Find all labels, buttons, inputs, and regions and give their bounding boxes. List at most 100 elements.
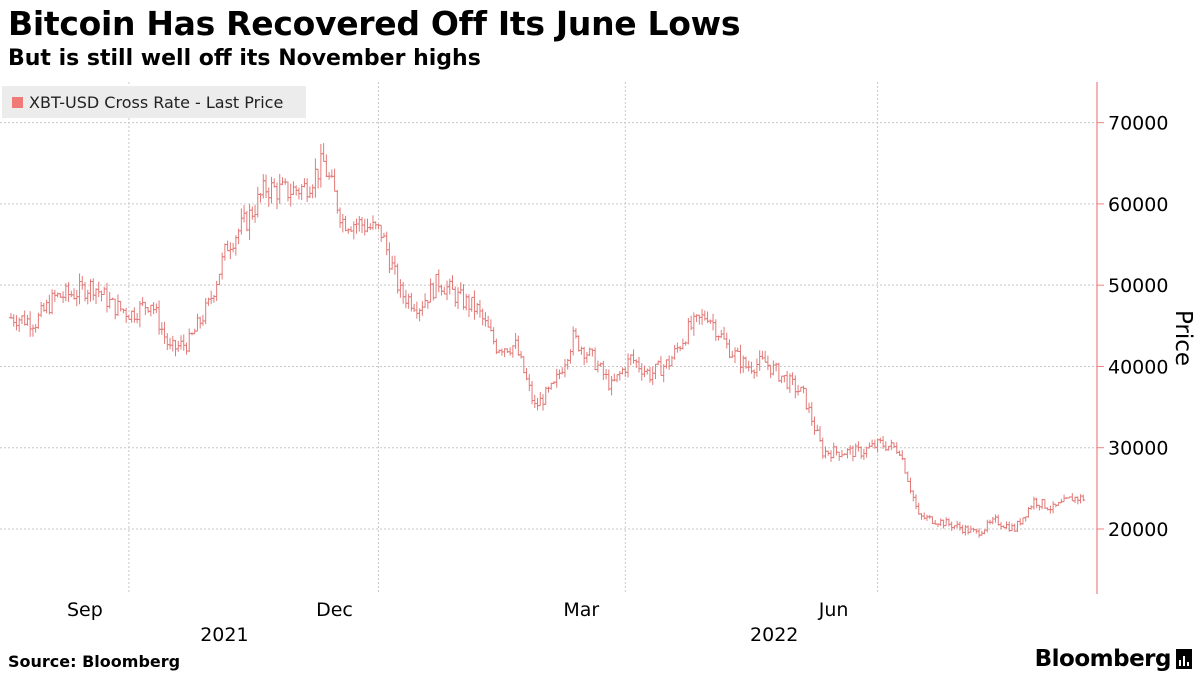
chart-subtitle: But is still well off its November highs	[8, 46, 481, 71]
ohlc-bar	[911, 490, 916, 502]
ohlc-bar	[222, 243, 227, 261]
ohlc-bar	[977, 528, 982, 538]
ohlc-bar	[1034, 497, 1039, 509]
ohlc-bar	[1018, 518, 1023, 526]
ohlc-bar	[39, 301, 44, 317]
ohlc-bar	[93, 288, 98, 304]
ohlc-bar	[266, 187, 271, 207]
y-tick-label: 70000	[1108, 113, 1168, 135]
ohlc-bar	[458, 282, 463, 295]
ohlc-bar	[88, 279, 93, 302]
ohlc-bar	[667, 355, 672, 370]
ohlc-bar	[176, 340, 181, 352]
ohlc-bar	[944, 517, 949, 527]
ohlc-bar	[946, 518, 951, 527]
y-tick-label: 50000	[1108, 275, 1168, 297]
ohlc-bar	[615, 374, 620, 383]
ohlc-bar	[343, 215, 348, 232]
ohlc-bar	[516, 335, 521, 356]
ohlc-bar	[924, 514, 929, 521]
ohlc-bar	[1081, 494, 1086, 502]
ohlc-bar	[669, 355, 674, 367]
ohlc-bar	[831, 442, 836, 459]
ohlc-bar	[497, 349, 502, 354]
ohlc-bar	[782, 375, 787, 383]
y-axis: 20000 30000 40000 50000 60000 70000 Price	[1096, 82, 1196, 594]
ohlc-bar	[812, 416, 817, 435]
ohlc-bar	[132, 307, 137, 323]
ohlc-bar	[823, 446, 828, 459]
ohlc-bar	[626, 353, 631, 378]
ohlc-bar	[697, 314, 702, 325]
ohlc-bar	[214, 280, 219, 302]
ohlc-bar	[277, 174, 282, 204]
ohlc-bar	[102, 286, 107, 295]
y-tick-label: 30000	[1108, 438, 1168, 460]
ohlc-bar	[732, 347, 737, 364]
ohlc-bar	[1070, 493, 1075, 502]
x-tick-label: Jun	[818, 599, 849, 621]
ohlc-bar	[628, 354, 633, 366]
ohlc-bar	[140, 297, 145, 307]
ohlc-bar	[990, 516, 995, 525]
ohlc-bar	[576, 335, 581, 352]
ohlc-bar	[22, 310, 27, 326]
ohlc-bar	[461, 284, 466, 310]
ohlc-bar	[716, 335, 721, 341]
ohlc-bar	[368, 223, 373, 231]
ohlc-bar	[387, 242, 392, 274]
ohlc-bar	[590, 348, 595, 357]
ohlc-bar	[916, 502, 921, 515]
ohlc-bar	[861, 448, 866, 460]
ohlc-bar	[875, 438, 880, 453]
ohlc-bar	[656, 360, 661, 366]
ohlc-bar	[239, 208, 244, 235]
ohlc-bar	[886, 445, 891, 451]
ohlc-bar	[137, 300, 142, 328]
ohlc-bar	[749, 361, 754, 374]
ohlc-bar	[1004, 521, 1009, 530]
ohlc-bar	[472, 290, 477, 320]
ohlc-bar	[11, 314, 16, 327]
ohlc-bar	[617, 370, 622, 381]
ohlc-bar	[96, 281, 101, 298]
chart-title: Bitcoin Has Recovered Off Its June Lows	[8, 4, 741, 43]
ohlc-bar	[477, 299, 482, 318]
ohlc-bar	[488, 319, 493, 332]
ohlc-bar	[809, 402, 814, 426]
ohlc-bar	[722, 326, 727, 340]
price-series	[8, 143, 1086, 538]
ohlc-bar	[1040, 498, 1045, 510]
ohlc-bar	[395, 263, 400, 294]
ohlc-bar	[99, 290, 104, 302]
ohlc-bar	[450, 275, 455, 290]
ohlc-bar	[107, 292, 112, 309]
ohlc-bar	[532, 394, 537, 409]
ohlc-bar	[170, 335, 175, 352]
ohlc-bar	[412, 303, 417, 313]
ohlc-bar	[1042, 499, 1047, 509]
ohlc-bar	[162, 321, 167, 344]
ohlc-bar	[121, 308, 126, 314]
ohlc-bar	[231, 242, 236, 253]
ohlc-bar	[1031, 496, 1036, 510]
ohlc-bar	[340, 213, 345, 233]
ohlc-bar	[573, 328, 578, 339]
ohlc-bar	[247, 204, 252, 241]
ohlc-bar	[727, 339, 732, 359]
y-tick-label: 20000	[1108, 519, 1168, 541]
bar-chart-icon	[1176, 649, 1192, 669]
ohlc-bar	[143, 301, 148, 316]
ohlc-bar	[225, 240, 230, 252]
x-tick-label: Sep	[67, 599, 103, 621]
ohlc-bar	[510, 345, 515, 358]
ohlc-bar	[439, 284, 444, 296]
ohlc-bar	[52, 289, 57, 302]
ohlc-bar	[253, 204, 258, 223]
ohlc-bar	[44, 299, 49, 314]
ohlc-bar	[881, 435, 886, 449]
ohlc-bar	[724, 332, 729, 349]
ohlc-bar	[828, 450, 833, 462]
ohlc-bar	[535, 397, 540, 411]
ohlc-bar	[47, 294, 52, 315]
